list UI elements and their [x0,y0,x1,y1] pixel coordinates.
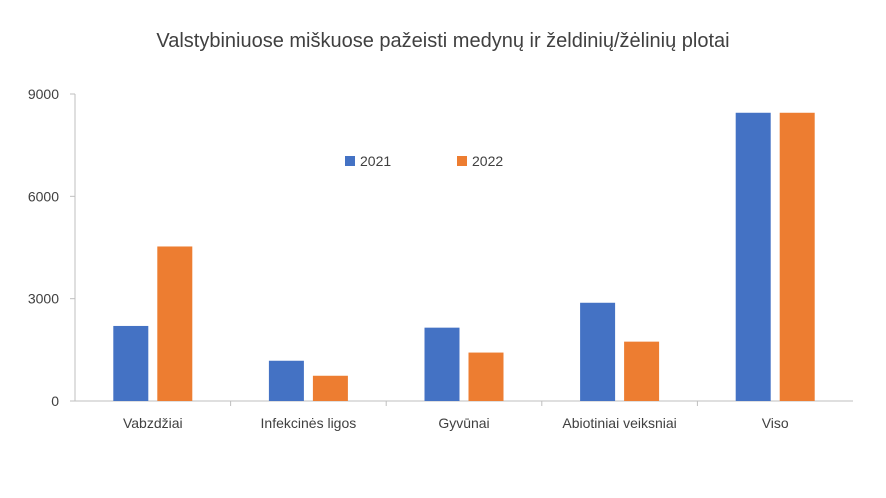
legend: 2021 2022 [345,153,503,169]
x-category-label: Gyvūnai [438,415,489,431]
legend-swatch-2022 [457,156,467,166]
x-category-label: Infekcinės ligos [261,415,357,431]
x-category-label: Viso [762,415,789,431]
bar-2022-2 [468,352,504,401]
bar-2021-0 [113,325,149,401]
bar-2022-1 [312,375,348,401]
bar-2022-3 [624,341,660,401]
bars [113,112,815,401]
y-tick-label: 9000 [28,86,59,102]
bar-2021-2 [424,327,460,401]
legend-swatch-2021 [345,156,355,166]
x-category-label: Vabzdžiai [123,415,183,431]
y-tick-label: 0 [51,393,59,409]
x-axis: Vabzdžiai Infekcinės ligos Gyvūnai Abiotini… [75,400,853,431]
legend-label-2021: 2021 [360,153,391,169]
bar-2021-4 [735,112,771,401]
y-tick-label: 6000 [28,188,59,204]
bar-2021-3 [580,302,616,401]
y-axis: 0 3000 6000 9000 [28,86,76,409]
chart-title: Valstybiniuose miškuose pažeisti medynų … [156,30,730,52]
legend-label-2022: 2022 [472,153,503,169]
bar-2021-1 [268,360,304,401]
y-tick-label: 3000 [28,291,59,307]
x-category-label: Abiotiniai veiksniai [562,415,676,431]
bar-2022-0 [157,246,193,401]
bar-2022-4 [779,112,815,401]
